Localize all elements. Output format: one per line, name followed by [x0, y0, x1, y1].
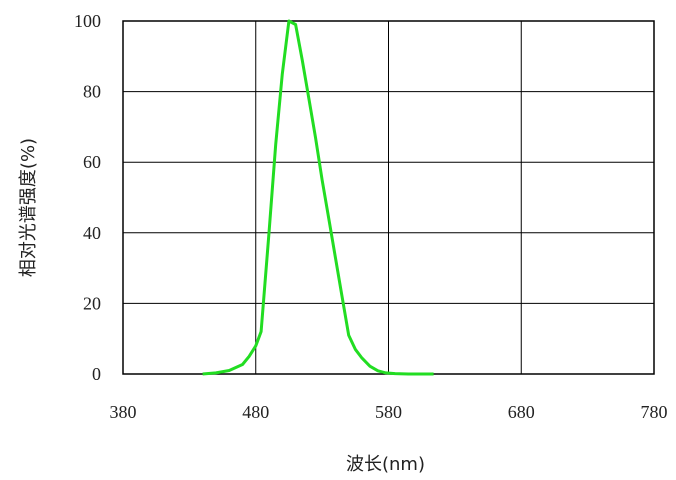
x-tick-label: 580 [375, 402, 402, 422]
y-axis-ticks: 0 20 40 60 80 100 [74, 11, 101, 384]
y-tick-label: 0 [92, 364, 101, 384]
series-line [202, 19, 434, 376]
x-axis-ticks: 380 480 580 680 780 [110, 402, 668, 422]
y-tick-label: 60 [83, 152, 101, 172]
y-tick-label: 20 [83, 293, 101, 313]
y-tick-label: 80 [83, 82, 101, 102]
x-tick-label: 780 [641, 402, 668, 422]
x-tick-label: 480 [242, 402, 269, 422]
y-tick-label: 40 [83, 223, 101, 243]
y-tick-label: 100 [74, 11, 101, 31]
series-group [202, 19, 434, 376]
x-axis-title: 波长(nm) [346, 454, 425, 475]
grid-lines [122, 20, 655, 375]
x-tick-label: 380 [110, 402, 137, 422]
y-axis-title: 相对光谱强度(%) [18, 138, 39, 277]
x-tick-label: 680 [508, 402, 535, 422]
